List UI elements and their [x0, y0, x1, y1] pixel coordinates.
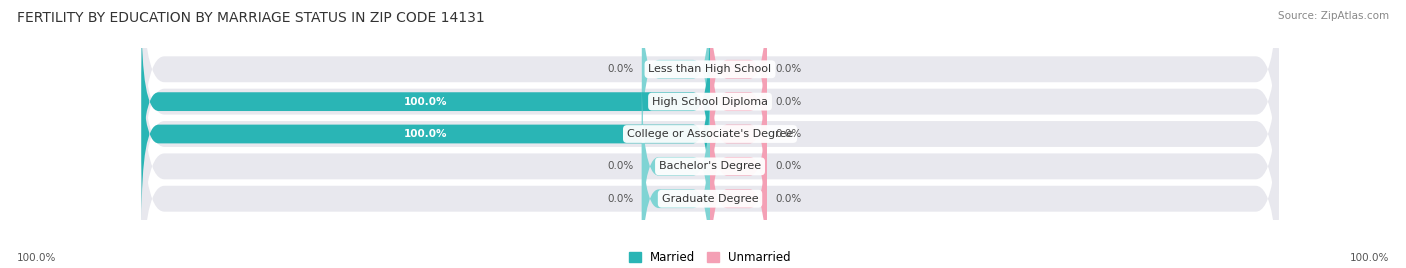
Text: College or Associate's Degree: College or Associate's Degree	[627, 129, 793, 139]
Text: Less than High School: Less than High School	[648, 64, 772, 74]
FancyBboxPatch shape	[142, 82, 1278, 268]
FancyBboxPatch shape	[641, 79, 710, 254]
FancyBboxPatch shape	[710, 79, 766, 254]
FancyBboxPatch shape	[710, 0, 766, 157]
Text: 0.0%: 0.0%	[607, 161, 633, 171]
FancyBboxPatch shape	[710, 46, 766, 222]
Legend: Married, Unmarried: Married, Unmarried	[624, 246, 796, 268]
FancyBboxPatch shape	[142, 46, 710, 222]
FancyBboxPatch shape	[142, 14, 710, 189]
FancyBboxPatch shape	[710, 14, 766, 189]
Text: Graduate Degree: Graduate Degree	[662, 194, 758, 204]
Text: 0.0%: 0.0%	[776, 129, 801, 139]
Text: 100.0%: 100.0%	[404, 129, 447, 139]
Text: 0.0%: 0.0%	[776, 161, 801, 171]
Text: 0.0%: 0.0%	[776, 64, 801, 74]
Text: 0.0%: 0.0%	[776, 194, 801, 204]
FancyBboxPatch shape	[142, 17, 1278, 251]
Text: High School Diploma: High School Diploma	[652, 97, 768, 107]
Text: 0.0%: 0.0%	[607, 64, 633, 74]
FancyBboxPatch shape	[142, 0, 1278, 218]
Text: 100.0%: 100.0%	[1350, 253, 1389, 263]
Text: 100.0%: 100.0%	[17, 253, 56, 263]
Text: FERTILITY BY EDUCATION BY MARRIAGE STATUS IN ZIP CODE 14131: FERTILITY BY EDUCATION BY MARRIAGE STATU…	[17, 11, 485, 25]
Text: 100.0%: 100.0%	[404, 97, 447, 107]
Text: 0.0%: 0.0%	[607, 194, 633, 204]
FancyBboxPatch shape	[142, 50, 1278, 268]
FancyBboxPatch shape	[710, 111, 766, 268]
Text: Source: ZipAtlas.com: Source: ZipAtlas.com	[1278, 11, 1389, 21]
Text: 0.0%: 0.0%	[776, 97, 801, 107]
FancyBboxPatch shape	[641, 111, 710, 268]
Text: Bachelor's Degree: Bachelor's Degree	[659, 161, 761, 171]
FancyBboxPatch shape	[142, 0, 1278, 186]
FancyBboxPatch shape	[641, 0, 710, 157]
